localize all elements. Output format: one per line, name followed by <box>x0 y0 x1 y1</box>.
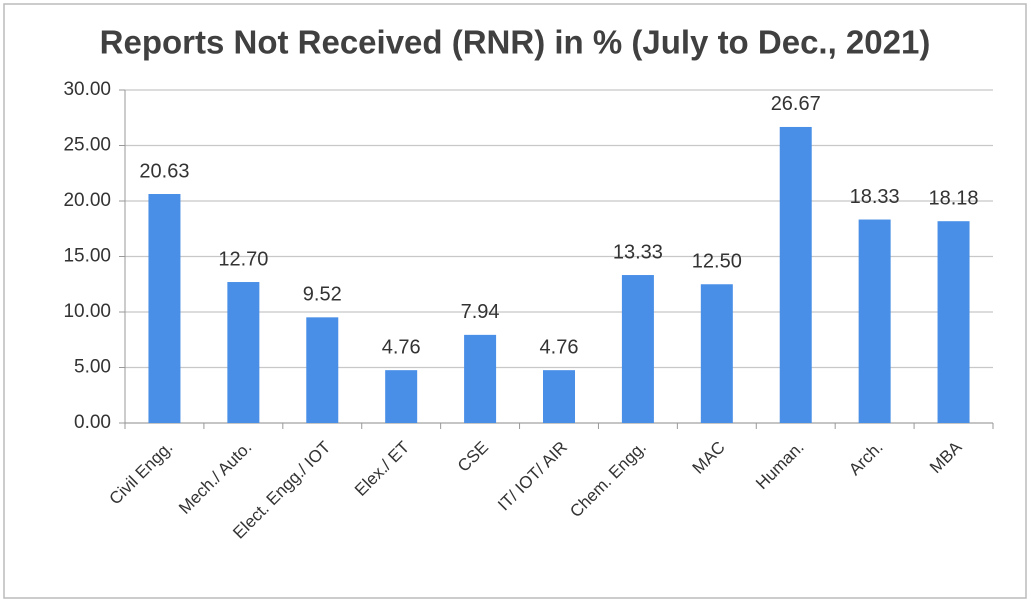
data-label: 26.67 <box>771 93 821 115</box>
data-label: 4.76 <box>540 336 579 358</box>
bar <box>858 219 891 423</box>
bar <box>227 282 260 423</box>
bar <box>148 194 181 423</box>
data-label: 13.33 <box>613 241 663 263</box>
y-tick-label: 15.00 <box>63 246 111 267</box>
data-label: 12.70 <box>218 248 268 270</box>
y-tick-label: 30.00 <box>63 79 111 100</box>
bar <box>306 317 339 423</box>
y-tick-label: 0.00 <box>74 412 111 433</box>
y-tick-label: 20.00 <box>63 190 111 211</box>
bar <box>937 221 970 423</box>
y-tick-label: 5.00 <box>74 357 111 378</box>
data-label: 7.94 <box>461 301 500 323</box>
y-tick-label: 10.00 <box>63 301 111 322</box>
bar <box>543 370 575 423</box>
data-label: 4.76 <box>382 336 421 358</box>
y-tick-label: 25.00 <box>63 135 111 156</box>
data-label: 9.52 <box>303 284 342 306</box>
bar <box>621 275 654 423</box>
data-label: 12.50 <box>692 251 742 273</box>
bar <box>385 370 418 423</box>
bar <box>700 284 733 423</box>
chart-title: Reports Not Received (RNR) in % (July to… <box>100 24 931 61</box>
data-label: 18.33 <box>850 186 900 208</box>
bar <box>464 334 497 423</box>
data-label: 20.63 <box>139 160 189 182</box>
data-label: 18.18 <box>929 187 979 209</box>
bar <box>779 126 812 423</box>
